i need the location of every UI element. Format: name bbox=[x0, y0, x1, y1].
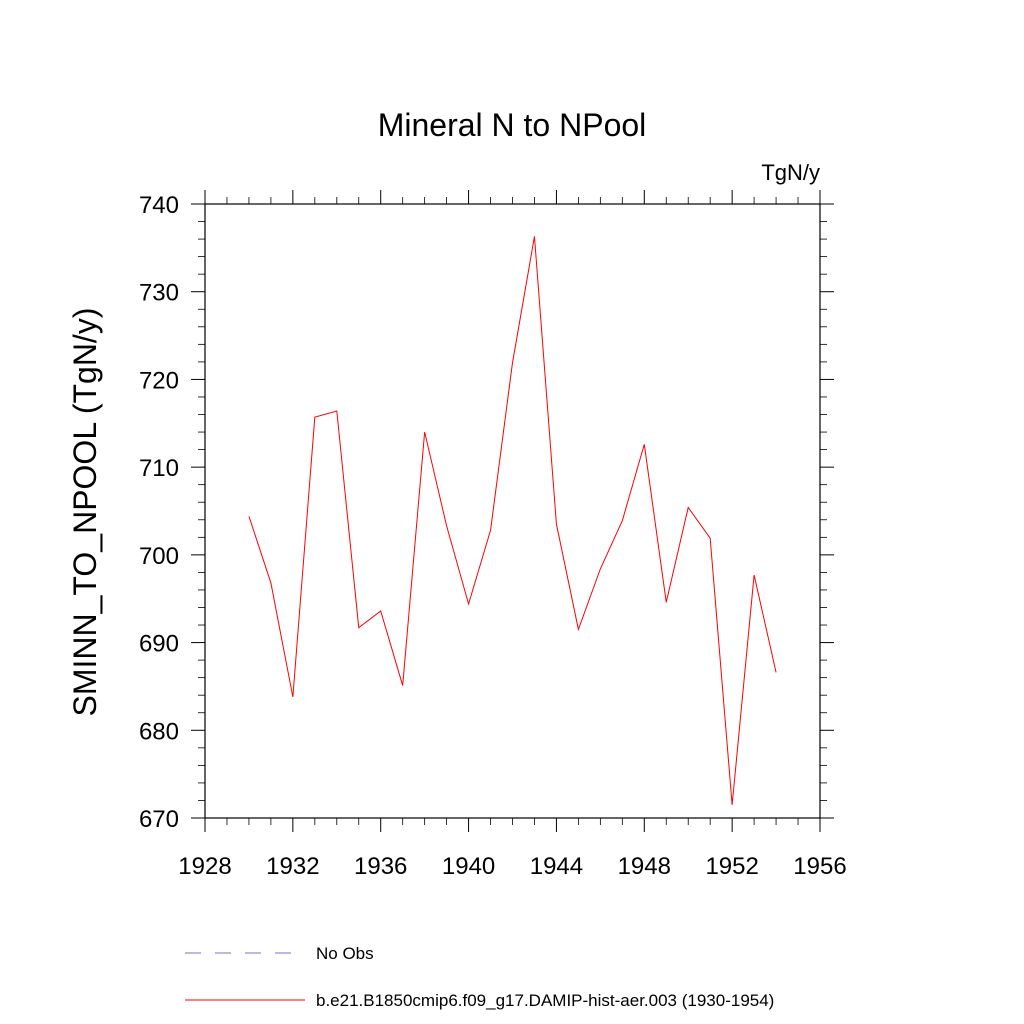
x-tick-label: 1944 bbox=[530, 853, 583, 880]
plot-area: 1928 1932 1936 1940 1944 1948 1952 1956 6706806… bbox=[139, 190, 847, 880]
y-tick-label: 690 bbox=[139, 631, 179, 658]
x-tick-label: 1940 bbox=[442, 853, 495, 880]
x-tick-label: 1932 bbox=[266, 853, 319, 880]
x-tick-label: 1952 bbox=[705, 853, 758, 880]
plot-frame bbox=[204, 203, 821, 819]
units-label: TgN/y bbox=[761, 160, 820, 185]
legend-label-no-obs: No Obs bbox=[316, 944, 374, 963]
y-tick-label: 670 bbox=[139, 806, 179, 833]
x-tick-label: 1928 bbox=[178, 853, 231, 880]
legend: No Obs b.e21.B1850cmip6.f09_g17.DAMIP-hi… bbox=[185, 944, 774, 1010]
y-tick-label: 720 bbox=[139, 367, 179, 394]
y-tick-label: 700 bbox=[139, 543, 179, 570]
y-tick-label: 740 bbox=[139, 192, 179, 219]
axis-ticks bbox=[191, 190, 834, 832]
series-line-0 bbox=[248, 236, 777, 805]
y-tick-label: 710 bbox=[139, 455, 179, 482]
y-tick-labels: 670 680 690 700 710 720 730 740 bbox=[139, 192, 179, 833]
x-tick-labels: 1928 1932 1936 1940 1944 1948 1952 1956 bbox=[178, 853, 846, 880]
chart-title: Mineral N to NPool bbox=[378, 107, 647, 143]
y-tick-label: 730 bbox=[139, 280, 179, 307]
series-group bbox=[248, 236, 777, 805]
y-axis-label: SMINN_TO_NPOOL (TgN/y) bbox=[67, 308, 103, 717]
y-tick-label: 680 bbox=[139, 718, 179, 745]
x-tick-label: 1948 bbox=[618, 853, 671, 880]
x-tick-label: 1936 bbox=[354, 853, 407, 880]
x-tick-label: 1956 bbox=[793, 853, 846, 880]
legend-label-model: b.e21.B1850cmip6.f09_g17.DAMIP-hist-aer.… bbox=[316, 991, 774, 1010]
